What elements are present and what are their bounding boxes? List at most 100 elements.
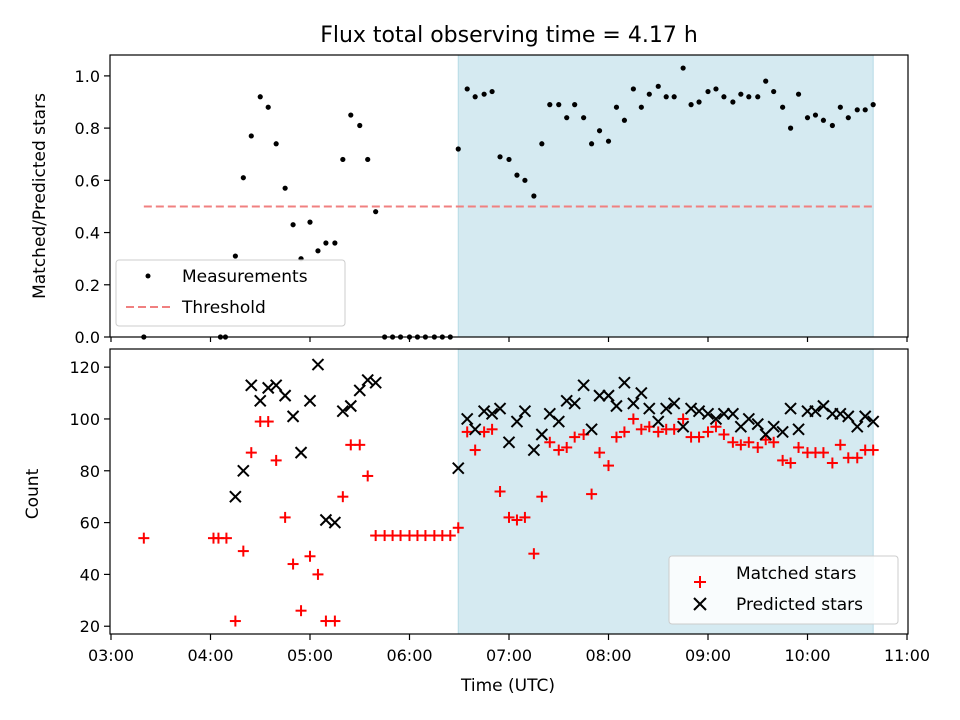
bottom-x-tick-label: 08:00 [585, 646, 631, 665]
measurement-point [282, 185, 288, 191]
matched-star-point [693, 431, 705, 443]
predicted-star-point [627, 397, 640, 410]
legend-label-matched-stars: Matched stars [736, 564, 856, 584]
matched-star-point [668, 423, 680, 435]
predicted-star-point [866, 415, 880, 428]
measurement-point [812, 112, 819, 118]
measurement-point [613, 104, 620, 110]
matched-star-point [237, 545, 249, 557]
predicted-star-point [468, 423, 482, 436]
matched-star-point [536, 491, 548, 503]
measurement-point [357, 122, 363, 129]
legend-marker-matched-stars [694, 576, 706, 588]
predicted-star-point [319, 513, 333, 527]
measurement-point [489, 88, 495, 95]
measurement-point [455, 146, 461, 152]
measurement-point [854, 107, 860, 113]
x-axis-label: Time (UTC) [460, 676, 555, 696]
top-y-tick-label: 0.8 [75, 119, 100, 138]
predicted-star-point [502, 436, 516, 449]
matched-star-point [760, 434, 772, 446]
predicted-star-point [254, 394, 267, 408]
predicted-stars-series [229, 358, 880, 529]
predicted-star-point [717, 407, 731, 420]
predicted-star-point [742, 412, 756, 426]
predicted-star-point [552, 415, 565, 428]
matched-star-point [727, 436, 739, 448]
bottom-x-tick-label: 05:00 [287, 646, 333, 665]
matched-star-point [743, 436, 755, 448]
predicted-star-point [493, 402, 507, 415]
predicted-star-point [294, 446, 308, 459]
matched-star-point [826, 457, 838, 469]
matched-star-point [586, 488, 598, 500]
measurement-point [572, 102, 578, 108]
measurement-point [481, 91, 487, 97]
bottom-y-tick-label: 120 [69, 358, 100, 377]
predicted-star-point [667, 397, 681, 410]
predicted-star-point [461, 412, 474, 426]
top-observing-span-shade [457, 54, 874, 338]
top-y-tick-label: 0.0 [75, 328, 100, 347]
matched-star-point [618, 426, 630, 438]
measurement-point [630, 86, 636, 92]
measurement-point [646, 91, 652, 97]
matched-star-point [329, 615, 341, 627]
matched-star-point [553, 444, 565, 456]
bottom-y-ticks: 20 40 60 80 100 120 [69, 358, 110, 636]
measurement-point [655, 83, 661, 89]
measurement-point [795, 91, 802, 97]
measurement-point [721, 94, 727, 100]
measurement-point [862, 107, 868, 113]
predicted-star-point [245, 379, 258, 392]
matched-star-point [486, 423, 498, 435]
measurement-point [547, 102, 553, 108]
matched-star-point [503, 511, 515, 523]
predicted-star-point [577, 379, 590, 392]
legend-label-threshold: Threshold [181, 298, 266, 318]
matched-star-point [478, 426, 490, 438]
predicted-star-point [278, 389, 292, 402]
measurement-point [531, 193, 537, 199]
measurement-point [845, 115, 851, 121]
matched-star-point [710, 421, 722, 433]
bottom-y-tick-label: 20 [80, 617, 100, 636]
predicted-star-point [518, 404, 532, 418]
measurement-point [621, 117, 628, 123]
legend-marker-measurements [145, 273, 151, 279]
matched-star-point [519, 511, 531, 523]
measurement-point [738, 91, 744, 97]
measurement-point [332, 240, 338, 246]
measurement-point [514, 172, 520, 178]
measurement-point [837, 104, 843, 110]
matched-star-point [768, 436, 780, 448]
measurement-point [755, 94, 761, 100]
measurement-point [257, 94, 263, 100]
bottom-x-tick-label: 09:00 [685, 646, 731, 665]
predicted-star-point [593, 389, 606, 402]
predicted-star-point [751, 417, 764, 431]
matched-star-point [494, 486, 506, 497]
predicted-star-point [610, 399, 623, 413]
matched-star-point [461, 426, 473, 438]
measurement-point [315, 248, 321, 254]
measurement-point [472, 94, 478, 100]
predicted-star-point [726, 407, 740, 420]
matched-star-point [777, 454, 789, 466]
matched-star-point [511, 514, 523, 526]
measurement-point [307, 219, 313, 225]
matched-star-point [312, 568, 324, 580]
legend-marker-predicted-stars [693, 597, 707, 611]
predicted-star-point [585, 423, 598, 436]
matched-star-point [528, 548, 540, 560]
predicted-star-point [261, 381, 275, 395]
predicted-star-point [776, 425, 789, 439]
measurement-point [497, 154, 503, 160]
predicted-star-point [660, 402, 673, 415]
predicted-star-point [643, 402, 656, 415]
top-chart-title: Flux total observing time = 4.17 h [320, 23, 698, 48]
matched-star-point [304, 550, 316, 562]
bottom-y-tick-label: 100 [69, 410, 100, 429]
matched-star-point [652, 426, 664, 438]
matched-star-point [544, 436, 556, 448]
